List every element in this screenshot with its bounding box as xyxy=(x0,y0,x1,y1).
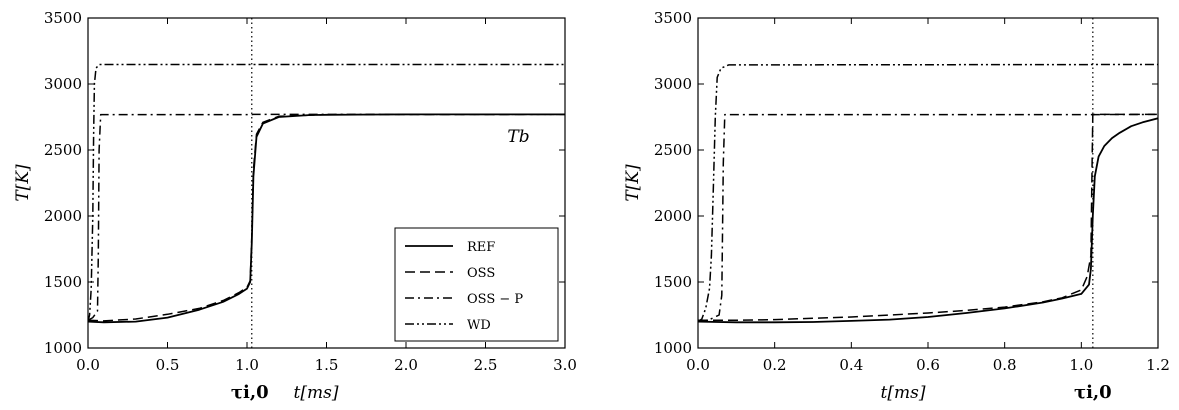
series-line-oss xyxy=(698,113,1158,322)
y-axis-label: T[K] xyxy=(13,164,33,202)
series-line-wd xyxy=(698,63,1158,323)
y-tick-label: 2000 xyxy=(44,207,82,225)
y-tick-label: 1000 xyxy=(44,339,82,357)
y-tick-label: 2500 xyxy=(654,141,692,159)
tau-label: τi,0 xyxy=(1074,382,1112,403)
x-tick-label: 0.8 xyxy=(993,356,1017,374)
y-tick-label: 3500 xyxy=(654,9,692,27)
legend-label: WD xyxy=(467,318,491,333)
x-tick-label: 1.5 xyxy=(315,356,339,374)
x-axis-label: t[ms] xyxy=(294,383,339,403)
annotation-tb: Tb xyxy=(507,127,529,147)
tau-label: τi,0 xyxy=(231,382,269,403)
x-tick-label: 0.2 xyxy=(763,356,787,374)
y-tick-label: 1500 xyxy=(44,273,82,291)
y-tick-label: 3000 xyxy=(44,75,82,93)
legend-label: REF xyxy=(467,240,495,255)
x-tick-label: 2.5 xyxy=(474,356,498,374)
x-axis-label: t[ms] xyxy=(881,383,926,403)
x-tick-label: 1.0 xyxy=(235,356,259,374)
series-line-ref xyxy=(88,113,565,324)
plot-frame xyxy=(697,17,1159,349)
y-tick-label: 2500 xyxy=(44,141,82,159)
y-tick-label: 3000 xyxy=(654,75,692,93)
series-line-oss-p xyxy=(88,113,565,321)
x-tick-label: 0.0 xyxy=(76,356,100,374)
legend: REF OSS OSS − P WD xyxy=(394,227,559,342)
y-axis-label: T[K] xyxy=(623,164,643,202)
x-tick-label: 1.0 xyxy=(1069,356,1093,374)
x-tick-label: 1.2 xyxy=(1146,356,1170,374)
y-tick-label: 1000 xyxy=(654,339,692,357)
left-chart: 0.0 0.5 1.0 1.5 2.0 2.5 3.0 1000 1500 2000 2500 300… xyxy=(13,9,577,403)
legend-label: OSS xyxy=(467,266,495,281)
x-tick-label: 0.4 xyxy=(839,356,863,374)
x-tick-label: 0.5 xyxy=(156,356,180,374)
legend-label: OSS − P xyxy=(467,292,523,307)
x-tick-label: 0.6 xyxy=(916,356,940,374)
right-chart: 0.0 0.2 0.4 0.6 0.8 1.0 1.2 1000 1500 2000 2500 300… xyxy=(623,9,1170,403)
series-line-oss xyxy=(88,113,565,322)
x-tick-label: 3.0 xyxy=(553,356,577,374)
y-tick-label: 2000 xyxy=(654,207,692,225)
y-tick-label: 3500 xyxy=(44,9,82,27)
series-line-oss-p xyxy=(698,113,1158,323)
x-tick-label: 2.0 xyxy=(394,356,418,374)
series-line-ref xyxy=(698,117,1158,324)
x-tick-label: 0.0 xyxy=(686,356,710,374)
y-tick-label: 1500 xyxy=(654,273,692,291)
